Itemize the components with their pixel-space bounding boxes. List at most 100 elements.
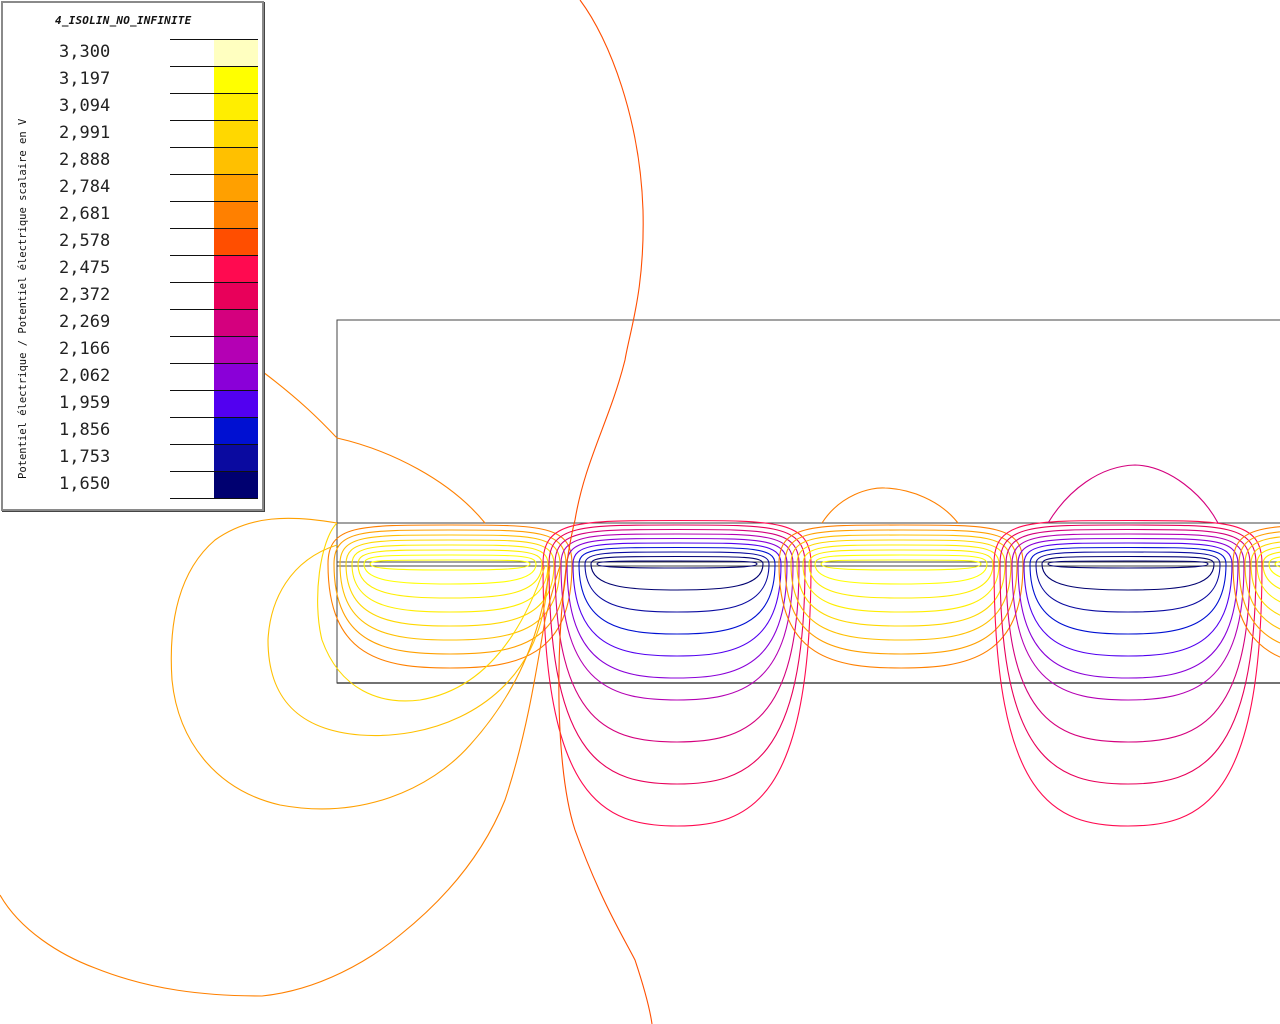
isoline-high [802, 544, 1000, 613]
legend-row: 2,166 [3, 336, 262, 363]
isoline-high [1232, 526, 1280, 658]
legend-value: 2,372 [59, 285, 111, 305]
legend-tick [170, 120, 258, 121]
legend-tick [170, 282, 258, 283]
legend-value: 2,166 [59, 339, 111, 359]
isoline-high [357, 549, 543, 599]
isoline-2578 [558, 0, 653, 1024]
isoline-high [345, 539, 555, 627]
legend-value: 2,269 [59, 312, 111, 332]
isoline-low [542, 519, 812, 827]
legend-value: 3,197 [59, 69, 111, 89]
legend-tick [170, 39, 258, 40]
legend-tick [170, 498, 258, 499]
legend-value: 3,094 [59, 96, 111, 116]
legend-row: 2,888 [3, 147, 262, 174]
isoline-low [596, 560, 758, 569]
legend-row: 3,197 [3, 66, 262, 93]
legend-value: 2,991 [59, 123, 111, 143]
isoline-2681-outer [0, 565, 561, 997]
isoline-low [1017, 537, 1239, 679]
isoline-2991-outer [317, 522, 546, 702]
isoline-cap [821, 487, 959, 524]
isoline-high [778, 524, 1024, 669]
legend-row: 3,300 [3, 39, 262, 66]
domain-geometry [336, 319, 1280, 684]
isoline-low [1041, 555, 1215, 591]
isoline-high [351, 544, 549, 613]
legend-tick [170, 147, 258, 148]
isoline-high [814, 554, 988, 585]
legend-value: 2,578 [59, 231, 111, 251]
legend-value: 2,784 [59, 177, 111, 197]
legend-tick [170, 174, 258, 175]
legend-tick [170, 336, 258, 337]
legend-swatch [214, 337, 258, 363]
isoline-high [784, 529, 1018, 655]
isoline-high [339, 534, 561, 641]
isoline-2888-outer [267, 544, 549, 737]
isoline-high [808, 549, 994, 599]
legend-value: 2,888 [59, 150, 111, 170]
legend-row: 1,959 [3, 390, 262, 417]
isoline-low [1029, 546, 1227, 635]
legend-tick [170, 363, 258, 364]
legend-value: 2,475 [59, 258, 111, 278]
legend-tick [170, 228, 258, 229]
isoline-low [1035, 551, 1221, 613]
legend-swatch [214, 121, 258, 147]
legend-swatch [214, 418, 258, 444]
legend-tick [170, 417, 258, 418]
legend-value: 1,856 [59, 420, 111, 440]
isoline-low [1047, 560, 1209, 569]
legend-title: 4_ISOLIN_NO_INFINITE [55, 14, 192, 27]
legend-swatch [214, 391, 258, 417]
isoline-low [1011, 533, 1245, 701]
legend-row: 3,094 [3, 93, 262, 120]
legend-row: 2,372 [3, 282, 262, 309]
isoline-low [554, 528, 800, 743]
isoline-high [363, 554, 537, 585]
legend-swatch [214, 364, 258, 390]
legend-swatch [214, 229, 258, 255]
isoline-cap [1047, 464, 1219, 524]
isoline-low [590, 555, 764, 591]
isoline-high [369, 559, 531, 571]
legend-swatch [214, 175, 258, 201]
color-legend: 4_ISOLIN_NO_INFINITE Potentiel électriqu… [1, 1, 264, 511]
legend-value: 1,753 [59, 447, 111, 467]
isoline-2681-upper [336, 437, 486, 524]
isoline-low [584, 551, 770, 613]
legend-value: 2,681 [59, 204, 111, 224]
legend-value: 2,062 [59, 366, 111, 386]
legend-row: 2,784 [3, 174, 262, 201]
legend-tick [170, 93, 258, 94]
legend-row: 2,681 [3, 201, 262, 228]
legend-row: 1,650 [3, 471, 262, 498]
isoline-low [566, 537, 788, 679]
isoline-low [548, 524, 806, 785]
legend-swatch [214, 445, 258, 471]
isoline-low [999, 524, 1257, 785]
legend-row: 1,753 [3, 444, 262, 471]
legend-row: 2,578 [3, 228, 262, 255]
isoline-high [327, 524, 573, 669]
isoline-low [1005, 528, 1251, 743]
legend-row: 2,269 [3, 309, 262, 336]
legend-swatch [214, 148, 258, 174]
legend-tick [170, 201, 258, 202]
legend-row: 2,475 [3, 255, 262, 282]
isoline-low [1023, 542, 1233, 657]
legend-tick [170, 444, 258, 445]
isoline-low [560, 533, 794, 701]
isoline-high [1268, 556, 1280, 578]
isoline-low [572, 542, 782, 657]
legend-tick [170, 66, 258, 67]
legend-swatch [214, 256, 258, 282]
legend-swatch [214, 283, 258, 309]
legend-tick [170, 390, 258, 391]
legend-swatch [214, 472, 258, 498]
isoline-low [578, 546, 776, 635]
